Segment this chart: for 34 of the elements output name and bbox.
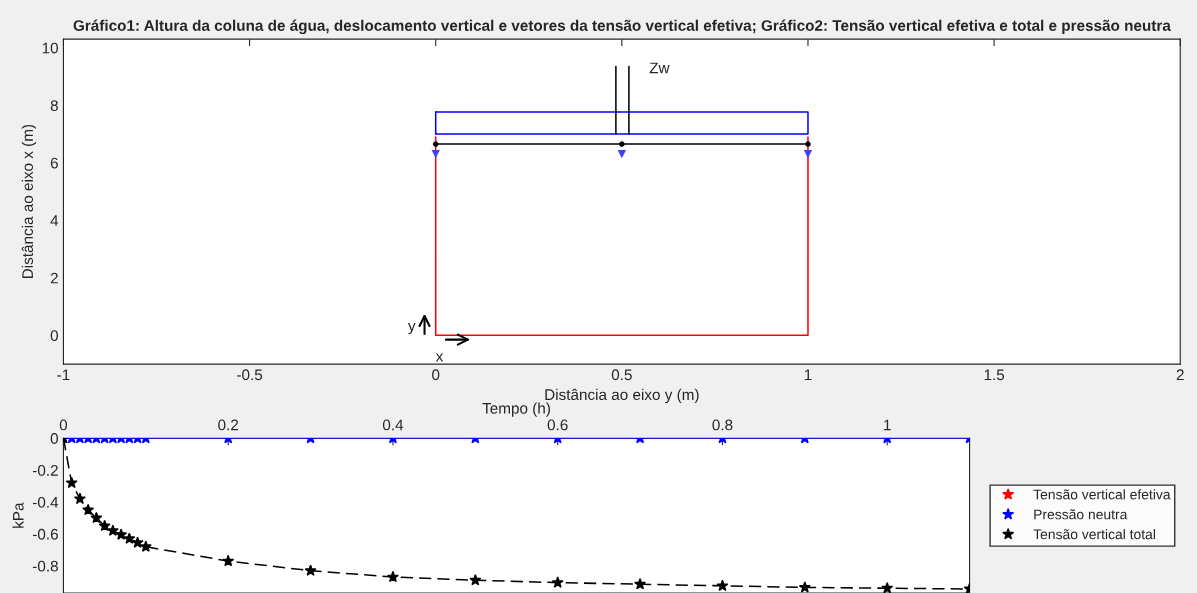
y-tick-label: -0.6 (32, 528, 58, 540)
x-tick-label: 0.6 (547, 419, 568, 431)
chart-title: Gráfico1: Altura da coluna de água, deslocamento vertical e vetores da tensão vertical efetiva; Gráfico2: Tensão vertical efetiva e total e pressão neutra (73, 19, 1171, 35)
x-tick-label: 0 (432, 369, 440, 381)
y-tick-label: 0 (50, 433, 58, 444)
annotation: Zw (649, 62, 670, 74)
annotation: y (407, 322, 416, 335)
x-tick-label: 1.5 (984, 369, 1005, 381)
y-tick-label: -0.2 (32, 465, 58, 476)
x-tick-label: -0.5 (237, 369, 263, 381)
y-tick-label: -0.8 (32, 560, 58, 572)
y-tick-label: 6 (50, 157, 58, 169)
x-tick-label: 0.8 (712, 419, 733, 431)
legend-label: Pressão neutra (1034, 509, 1128, 520)
y-tick-label: 10 (42, 42, 58, 54)
y-tick-label: 8 (50, 100, 58, 111)
x-tick-label: 0 (59, 419, 68, 431)
annotation: x (435, 353, 444, 362)
x-tick-label: 1 (804, 369, 812, 381)
x-tick-label: 2 (1176, 369, 1184, 381)
x-tick-label: -1 (57, 369, 70, 381)
y-tick-label: -0.4 (32, 496, 59, 508)
y-tick-label: 2 (50, 272, 58, 284)
x-tick-label: 0.2 (218, 419, 239, 431)
y-axis-title: Distância ao eixo x (m) (21, 124, 37, 279)
y-tick-label: 0 (50, 330, 58, 342)
x-tick-label: 0.5 (611, 369, 632, 381)
x-tick-label: 1 (884, 419, 891, 431)
legend-label: Tensão vertical efetiva (1033, 489, 1171, 500)
y-tick-label: 4 (50, 215, 59, 226)
x-tick-label: 0.4 (382, 419, 404, 431)
y-axis-title: kPa (12, 502, 24, 528)
x-axis-title: Tempo (h) (482, 402, 550, 417)
legend-label: Tensão vertical total (1033, 529, 1155, 540)
